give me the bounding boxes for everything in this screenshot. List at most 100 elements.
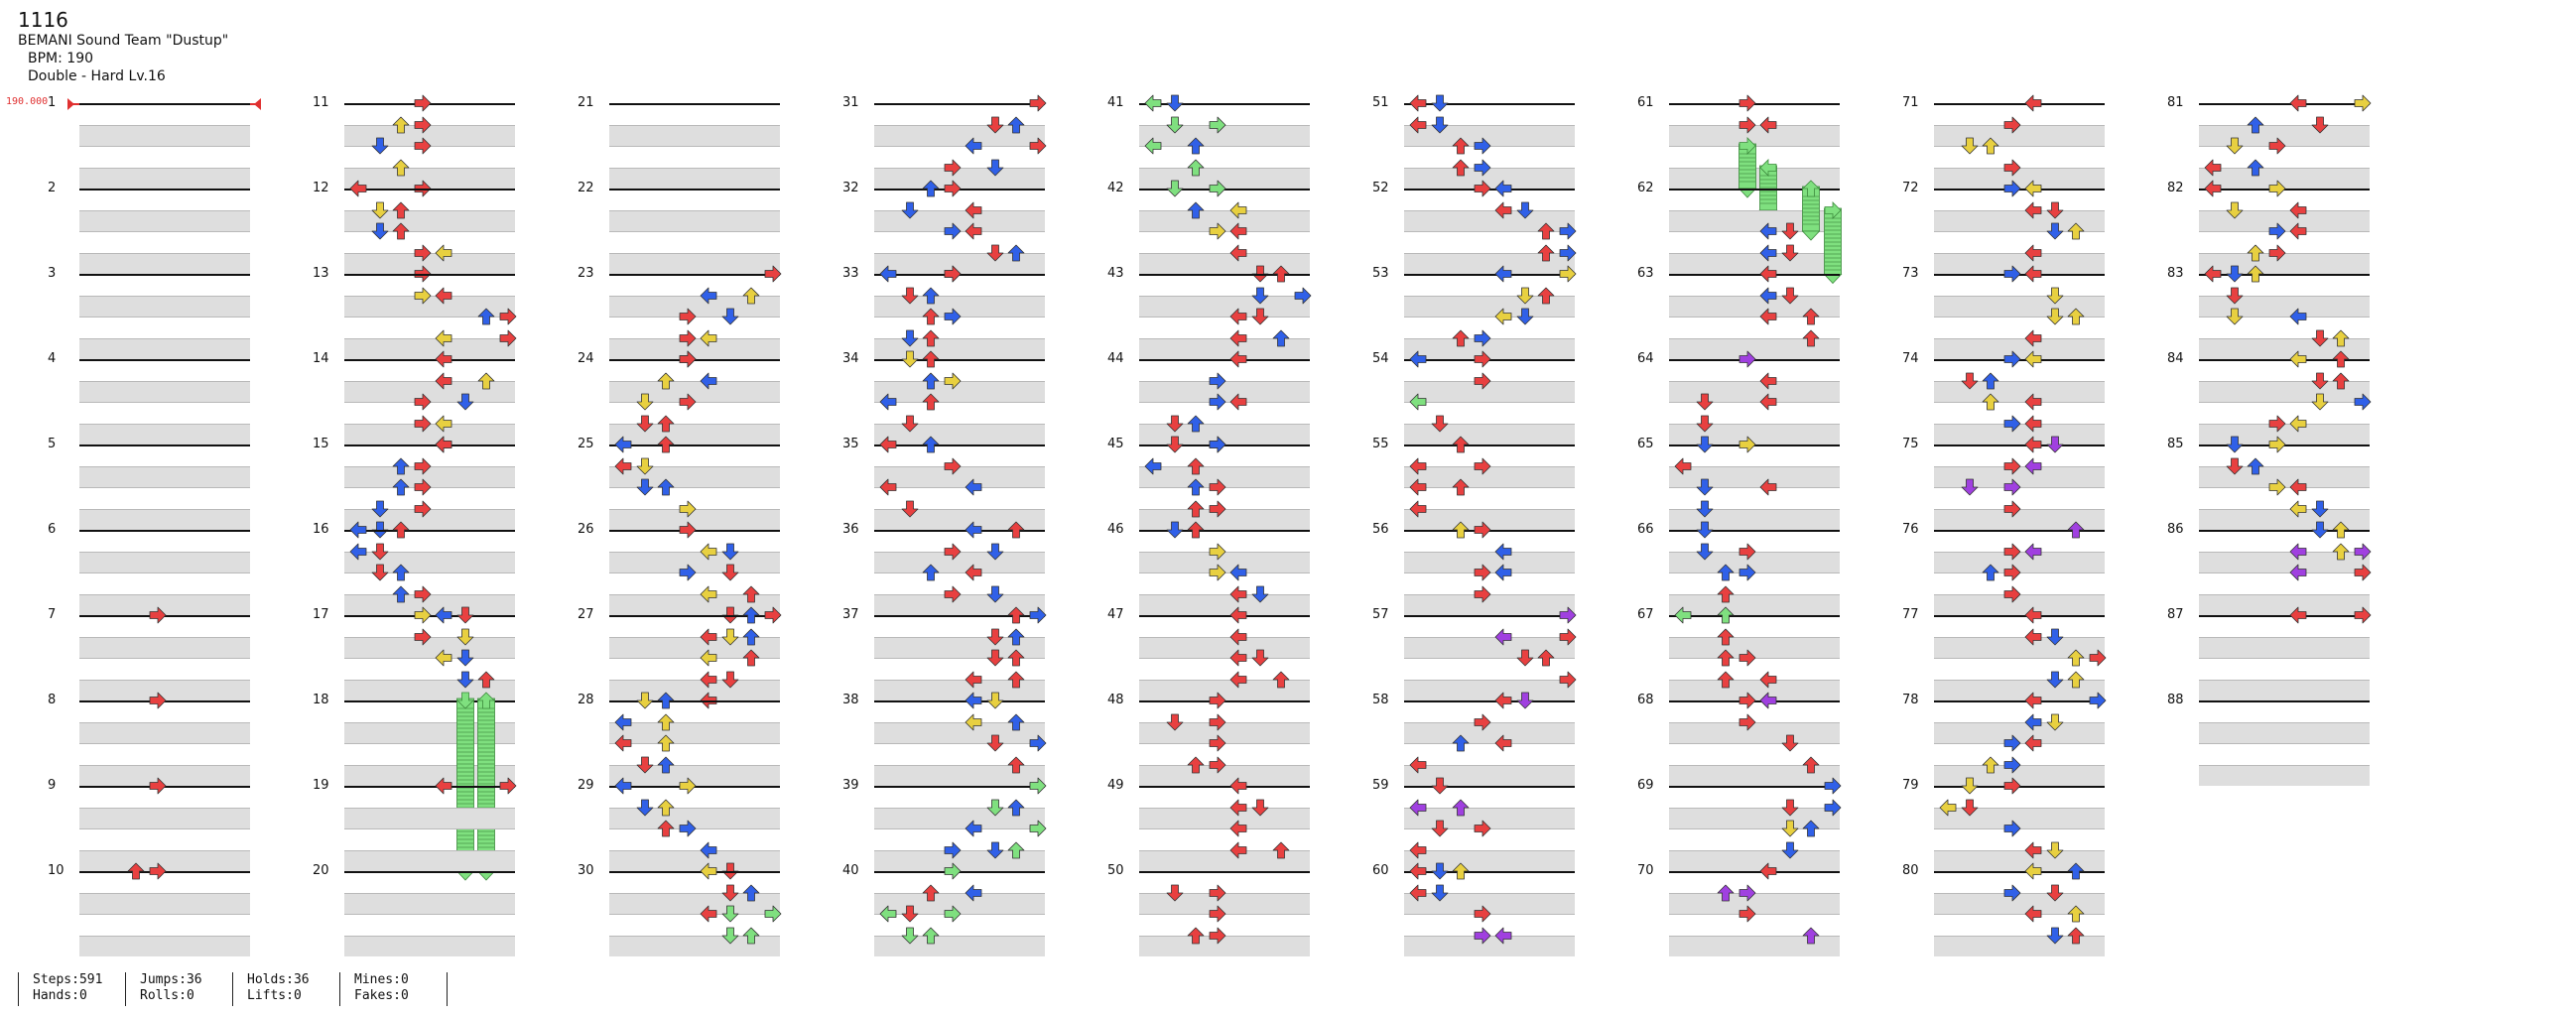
measure: 7 [48, 606, 250, 700]
arrow-left-icon [1143, 456, 1163, 476]
beat-row [79, 423, 250, 444]
arrow-left-icon [2288, 414, 2308, 434]
arrow-down-icon [2310, 371, 2330, 391]
beat-row [1669, 295, 1840, 317]
arrow-left-icon [2023, 179, 2043, 198]
measure-number: 7 [48, 607, 57, 622]
arrow-left-icon [1493, 733, 1513, 753]
beat-row [609, 700, 780, 721]
beat-row [1139, 337, 1310, 359]
beat-row [344, 167, 515, 189]
arrow-down-icon [1430, 414, 1450, 434]
beat-row [874, 721, 1045, 743]
arrow-up-icon [391, 563, 411, 582]
beat-row [2199, 700, 2370, 721]
measure-number: 86 [2167, 522, 2184, 537]
arrow-left-icon [2023, 712, 2043, 732]
beat-row [79, 636, 250, 658]
beat-row [1669, 786, 1840, 807]
measure-number: 59 [1372, 778, 1389, 793]
arrow-down-icon [720, 627, 740, 647]
beat-row [609, 124, 780, 146]
arrow-right-icon [2267, 136, 2287, 156]
rolls-stat: Rolls:0 [140, 988, 194, 1003]
arrow-right-icon [943, 221, 963, 241]
arrow-down-icon [1780, 286, 1800, 306]
beat-row [874, 124, 1045, 146]
beat-row [344, 359, 515, 380]
measure-number: 55 [1372, 437, 1389, 451]
arrow-left-icon [613, 456, 633, 476]
beat-row [1404, 423, 1575, 444]
beat-row [1404, 807, 1575, 828]
measure-number: 42 [1107, 181, 1124, 195]
arrow-up-icon [741, 883, 761, 903]
arrow-right-icon [413, 136, 433, 156]
beat-row [344, 380, 515, 402]
arrow-up-icon [1981, 136, 2000, 156]
arrow-down-icon [2045, 307, 2065, 326]
arrow-left-icon [1758, 371, 1778, 391]
arrow-right-icon [1558, 221, 1578, 241]
arrow-left-icon [1228, 200, 1248, 220]
beat-row [1934, 146, 2105, 167]
measure-number: 87 [2167, 607, 2184, 622]
measure: 62 [1637, 180, 1842, 284]
beat-row [1934, 615, 2105, 636]
arrow-down-icon [1695, 542, 1715, 562]
arrow-right-icon [2267, 435, 2287, 454]
measure: 3 [48, 266, 250, 359]
arrow-down-icon [985, 627, 1005, 647]
arrow-left-icon [2023, 200, 2043, 220]
arrow-right-icon [413, 584, 433, 604]
beat-row [79, 317, 250, 337]
arrow-right-icon [2002, 733, 2022, 753]
arrow-right-icon [1823, 776, 1843, 796]
arrow-down-icon [2045, 712, 2065, 732]
measure: 76 [1902, 521, 2105, 615]
arrow-right-icon [1738, 115, 1757, 135]
arrow-up-icon [2331, 542, 2351, 562]
arrow-up-icon [1186, 136, 1206, 156]
arrow-down-icon [1165, 520, 1185, 540]
arrow-right-icon [1208, 435, 1227, 454]
song-title: 1116 [18, 8, 68, 32]
beat-row [609, 914, 780, 935]
arrow-right-icon [1738, 691, 1757, 710]
arrow-left-icon [1758, 115, 1778, 135]
beat-row [609, 743, 780, 764]
arrow-down-icon [2225, 136, 2245, 156]
measure: 50 [1107, 863, 1310, 956]
arrow-down-icon [1515, 648, 1535, 668]
measure: 25 [578, 436, 780, 530]
measure: 86 [2167, 521, 2371, 615]
arrow-right-icon [2002, 542, 2022, 562]
arrow-down-icon [720, 670, 740, 690]
arrow-right-icon [1208, 755, 1227, 775]
beat-row [1934, 700, 2105, 721]
measure: 33 [842, 265, 1045, 359]
arrow-left-icon [1758, 392, 1778, 412]
arrow-down-icon [900, 414, 920, 434]
arrow-down-icon [900, 499, 920, 519]
arrow-right-icon [1558, 264, 1578, 284]
arrow-down-icon [1165, 115, 1185, 135]
beat-row [2199, 743, 2370, 764]
measure-number: 61 [1637, 95, 1654, 110]
arrow-right-icon [1473, 520, 1492, 540]
arrow-up-icon [656, 435, 676, 454]
measure-number: 69 [1637, 778, 1654, 793]
beat-row [609, 679, 780, 700]
arrow-right-icon [148, 861, 168, 881]
arrow-right-icon [1558, 627, 1578, 647]
arrow-right-icon [1473, 158, 1492, 178]
measure-number: 12 [313, 181, 329, 195]
beat-row [874, 615, 1045, 636]
arrow-right-icon [678, 328, 698, 348]
arrow-right-icon [413, 115, 433, 135]
beat-row [79, 189, 250, 209]
beat-row [79, 679, 250, 700]
measure-number: 48 [1107, 693, 1124, 707]
arrow-down-icon [1780, 798, 1800, 818]
measure: 40 [842, 862, 1045, 956]
